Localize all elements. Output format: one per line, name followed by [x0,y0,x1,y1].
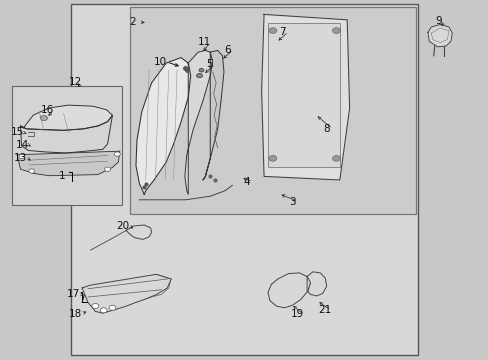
Circle shape [104,167,110,171]
Circle shape [114,152,120,156]
Text: 18: 18 [69,309,82,319]
Text: 16: 16 [41,105,55,115]
Circle shape [199,68,203,72]
Circle shape [332,28,340,33]
Polygon shape [20,115,112,153]
Polygon shape [203,50,224,180]
Text: 3: 3 [288,197,295,207]
Circle shape [92,303,99,309]
Polygon shape [20,105,112,130]
Text: 12: 12 [69,77,82,87]
Polygon shape [261,14,349,180]
Polygon shape [136,58,190,194]
Text: 2: 2 [129,17,136,27]
Text: 11: 11 [197,37,211,48]
Bar [267,23,340,167]
Circle shape [100,308,107,313]
Text: 4: 4 [243,177,250,187]
Polygon shape [427,24,451,47]
Text: 17: 17 [66,289,80,300]
Text: 10: 10 [154,57,166,67]
Circle shape [29,169,35,173]
Text: 7: 7 [279,27,285,37]
Text: 20: 20 [117,221,129,231]
Text: 9: 9 [435,16,442,26]
Circle shape [19,154,25,159]
Circle shape [332,156,340,161]
Text: 19: 19 [290,309,304,319]
Text: 5: 5 [205,59,212,69]
Circle shape [41,116,47,121]
Bar [129,7,415,214]
Bar [12,86,122,205]
Polygon shape [17,151,120,176]
Circle shape [268,28,276,33]
Text: 21: 21 [318,305,331,315]
Text: 13: 13 [14,153,27,163]
Text: 14: 14 [15,140,29,150]
Circle shape [196,73,202,78]
Circle shape [268,156,276,161]
Text: 1: 1 [59,171,66,181]
Text: 15: 15 [10,127,24,138]
Polygon shape [184,50,212,194]
Text: 8: 8 [323,124,329,134]
Text: 6: 6 [224,45,230,55]
Circle shape [109,305,116,310]
Bar [71,4,417,355]
